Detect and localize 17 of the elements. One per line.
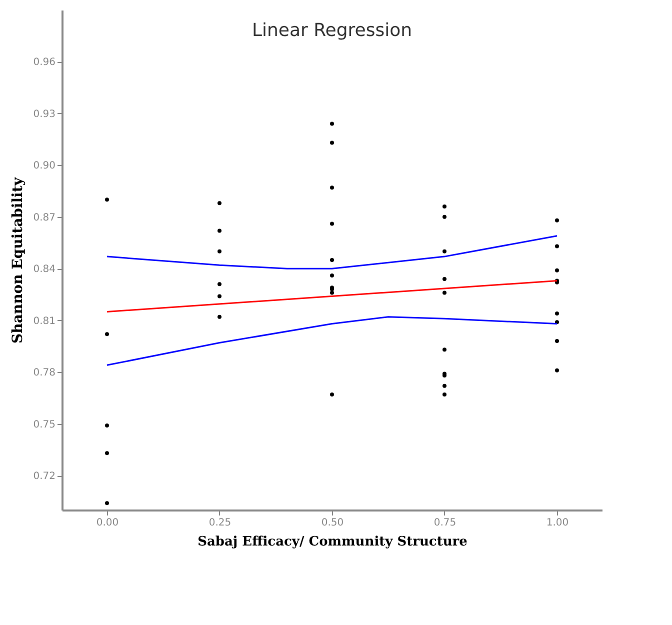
x-tick-label: 1.00 xyxy=(546,518,569,528)
x-tick-label: 0.75 xyxy=(434,518,456,528)
y-tick-label: 0.96 xyxy=(33,57,56,68)
y-tick-label: 0.90 xyxy=(33,160,56,172)
y-tick-label: 0.81 xyxy=(33,316,56,327)
y-axis-title: Shannon Equitability xyxy=(10,176,26,344)
y-tick-label: 0.84 xyxy=(33,264,56,276)
y-tick-label: 0.78 xyxy=(33,368,56,379)
text: Linear Regression xyxy=(252,20,412,41)
y-tick-label: 0.72 xyxy=(33,471,56,482)
y-tick-label: 0.87 xyxy=(33,212,56,224)
x-tick-label: 0.50 xyxy=(321,518,344,528)
y-tick-label: 0.93 xyxy=(33,108,56,120)
x-axis-title: Sabaj Efficacy/ Community Structure xyxy=(198,534,468,550)
y-tick-label: 0.75 xyxy=(33,419,56,430)
x-tick-label: 0.25 xyxy=(208,518,232,528)
x-tick-label: 0.00 xyxy=(96,518,119,528)
